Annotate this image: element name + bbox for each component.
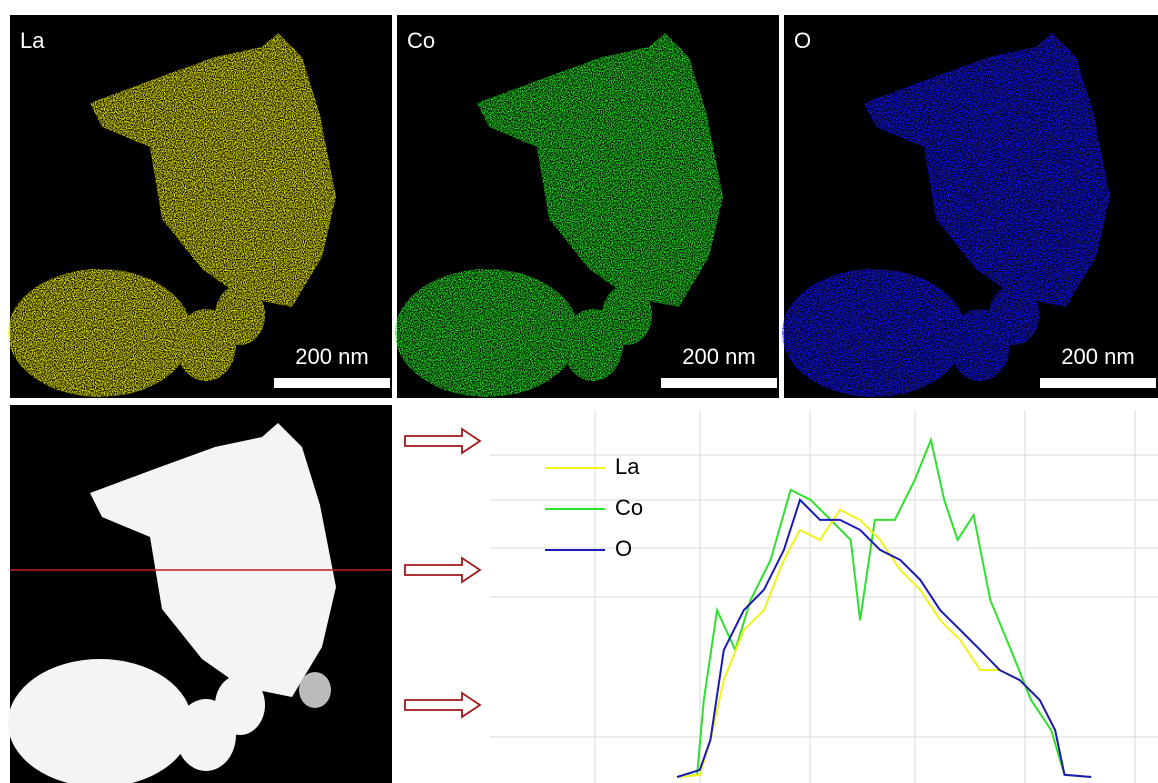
map-panels: La 200 nm Co 200 nm O 200 nm (8, 15, 1158, 398)
haadf-panel (8, 405, 392, 783)
line-profile: La Co O (545, 440, 1091, 777)
scale-bar (274, 378, 390, 388)
arrows (405, 429, 480, 717)
scale-bar (1040, 378, 1156, 388)
legend-label: La (615, 454, 640, 479)
scale-bar-label: 200 nm (295, 344, 368, 369)
scale-bar-label: 200 nm (1061, 344, 1134, 369)
map-panel: Co 200 nm (395, 15, 779, 398)
scale-bar-label: 200 nm (682, 344, 755, 369)
panel-label: Co (407, 28, 435, 53)
panel-label: La (20, 28, 45, 53)
arrow (405, 429, 480, 453)
legend-label: Co (615, 495, 643, 520)
map-panel: La 200 nm (8, 15, 392, 398)
scale-bar (661, 378, 777, 388)
map-panel: O 200 nm (782, 15, 1158, 398)
arrow (405, 693, 480, 717)
grid (490, 410, 1158, 783)
panel-label: O (794, 28, 811, 53)
figure: La 200 nm Co 200 nm O 200 nm La Co O (0, 0, 1158, 783)
data-line (677, 440, 1091, 777)
arrow (405, 558, 480, 582)
legend-label: O (615, 536, 632, 561)
